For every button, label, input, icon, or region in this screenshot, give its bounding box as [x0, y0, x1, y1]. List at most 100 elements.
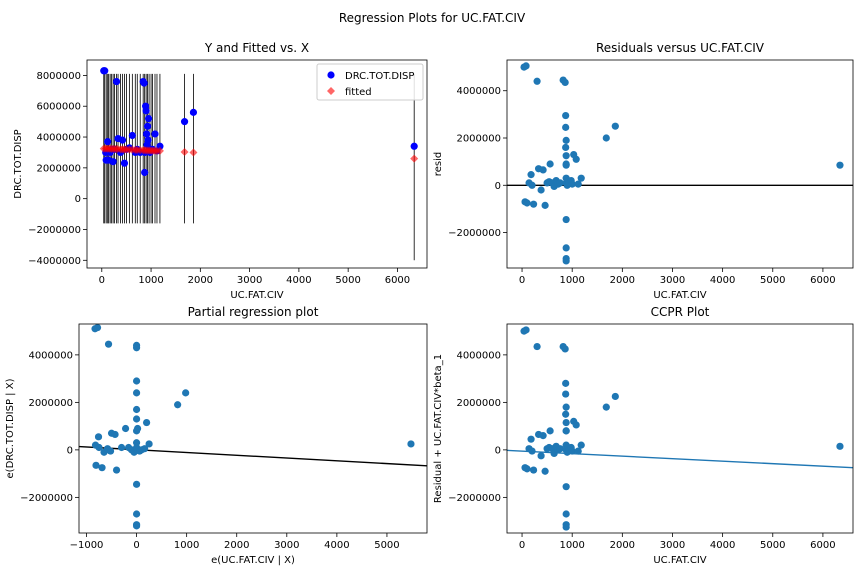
fitted-point [155, 146, 164, 155]
y-tick-label: 4000000 [28, 350, 73, 361]
y-axis-label: Residual + UC.FAT.CIV*beta_1 [433, 354, 444, 503]
data-point [836, 442, 844, 450]
data-point [537, 186, 545, 194]
figure-title: Regression Plots for UC.FAT.CIV [339, 11, 526, 25]
data-point [602, 134, 610, 142]
data-point [407, 440, 415, 448]
y-tick-label: 8000000 [36, 71, 81, 82]
data-point [562, 111, 570, 120]
plot-data-ccpr [507, 326, 853, 531]
y-tick-label: 0 [67, 445, 73, 456]
legend-observed-label: DRC.TOT.DISP [345, 71, 414, 82]
axes-frame [78, 323, 428, 534]
data-point [562, 390, 570, 398]
panel-yfit: Y and Fitted vs. X 0 1000 2000 3000 4000 5000 6… [13, 41, 428, 301]
observed-point [144, 122, 152, 130]
data-point [574, 447, 582, 455]
x-tick-label: 2000 [224, 540, 249, 551]
data-point [528, 447, 536, 455]
x-tick-label: 6000 [810, 275, 835, 286]
fitted-point [189, 148, 198, 157]
data-point [182, 389, 190, 397]
y-tick-label: −2000000 [448, 493, 501, 504]
data-point [533, 77, 541, 85]
data-point [523, 199, 531, 207]
observed-point [410, 142, 418, 150]
y-tick-label: 0 [75, 194, 81, 205]
data-point [577, 441, 585, 449]
observed-point [144, 136, 152, 144]
observed-point [120, 159, 129, 167]
data-point [132, 510, 141, 518]
observed-point [144, 114, 153, 123]
y-tick-label: 2000000 [456, 398, 501, 409]
data-point [142, 418, 151, 427]
x-tick-label: 6000 [385, 275, 410, 286]
data-point [104, 340, 113, 348]
plot-data-yfit [99, 67, 419, 261]
data-point [562, 523, 570, 531]
x-tick-label: 5000 [760, 540, 785, 551]
observed-point [180, 118, 189, 126]
x-tick-label: −1000 [70, 540, 104, 551]
panel-resid: Residuals versus UC.FAT.CIV 0 1000 2000 3000… [433, 41, 854, 301]
fitted-point [180, 147, 189, 156]
data-point [561, 345, 569, 353]
panel-ccpr: CCPR Plot 0 1000 2000 3000 4000 5000 6000 −20000… [433, 305, 854, 566]
data-point [140, 445, 149, 453]
data-point [562, 215, 570, 224]
axes-frame [86, 59, 428, 269]
data-point [562, 410, 570, 418]
data-point [522, 62, 530, 70]
y-axis-label: DRC.TOT.DISP [13, 129, 24, 198]
observed-point [109, 158, 117, 166]
data-point [562, 418, 570, 427]
data-point [572, 155, 580, 163]
data-point [611, 122, 619, 130]
x-tick-label: 1000 [559, 540, 584, 551]
data-point [577, 174, 585, 182]
y-axis-label: e(DRC.TOT.DISP | X) [5, 378, 16, 478]
data-point [117, 443, 126, 452]
y-tick-label: 6000000 [36, 102, 81, 113]
data-point [562, 160, 570, 168]
data-point [539, 432, 547, 440]
x-tick-label: 0 [133, 540, 139, 551]
x-tick-label: 2000 [610, 275, 635, 286]
data-point [562, 152, 570, 160]
x-tick-label: 5000 [374, 540, 399, 551]
data-point [527, 435, 535, 443]
data-point [132, 377, 141, 385]
panel-title: Residuals versus UC.FAT.CIV [596, 41, 765, 55]
x-tick-label: 4000 [286, 275, 311, 286]
data-point [537, 452, 545, 460]
data-point [95, 443, 103, 452]
data-point [132, 480, 141, 488]
x-tick-label: 0 [519, 540, 525, 551]
observed-point [141, 168, 149, 177]
x-tick-label: 5000 [335, 275, 360, 286]
data-point [98, 464, 106, 472]
observed-point [128, 131, 136, 140]
x-axis-label: UC.FAT.CIV [653, 555, 706, 566]
x-tick-label: 1000 [174, 540, 199, 551]
data-point [562, 136, 570, 144]
legend-box [316, 63, 424, 101]
data-point [562, 379, 570, 387]
data-point [132, 389, 141, 397]
y-tick-label: −2000000 [448, 228, 501, 239]
data-point [112, 466, 121, 474]
data-point [111, 430, 119, 439]
data-point [602, 403, 610, 411]
data-point [106, 447, 115, 455]
data-point [562, 403, 570, 411]
axes-frame [506, 59, 854, 269]
data-point [561, 78, 569, 87]
observed-point [151, 130, 159, 138]
x-tick-label: 2000 [188, 275, 213, 286]
y-tick-label: −4000000 [28, 256, 81, 267]
data-point [562, 123, 570, 131]
observed-point [140, 79, 148, 87]
x-axis-label: UC.FAT.CIV [653, 290, 706, 301]
